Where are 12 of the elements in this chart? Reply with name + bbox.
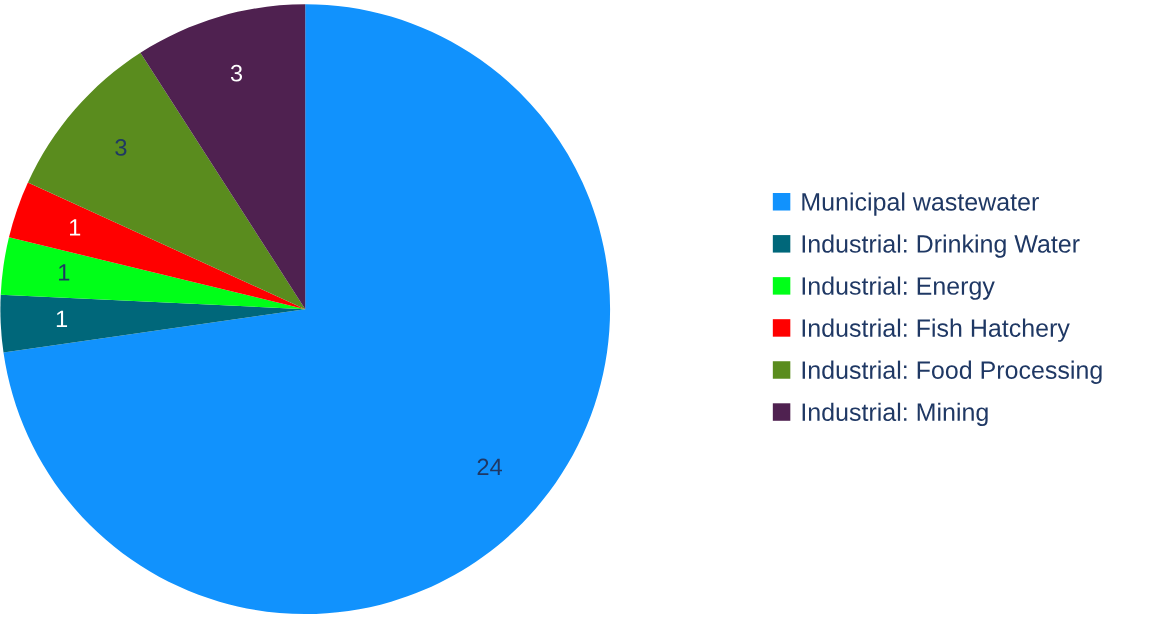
legend-label: Industrial: Energy xyxy=(802,276,995,300)
legend-label: Industrial: Food Processing xyxy=(802,360,1102,384)
legend-label: Industrial: Fish Hatchery xyxy=(802,318,1070,342)
data-label: 1 xyxy=(56,310,68,327)
legend-label: Industrial: Mining xyxy=(802,402,988,426)
data-label: 1 xyxy=(59,264,70,281)
legend-label: Municipal wastewater xyxy=(802,192,1039,216)
legend-label: Industrial: Drinking Water xyxy=(802,234,1080,258)
data-label: 3 xyxy=(115,139,127,156)
data-label: 3 xyxy=(230,64,243,82)
data-label: 24 xyxy=(477,458,502,476)
data-label: 1 xyxy=(70,219,81,236)
